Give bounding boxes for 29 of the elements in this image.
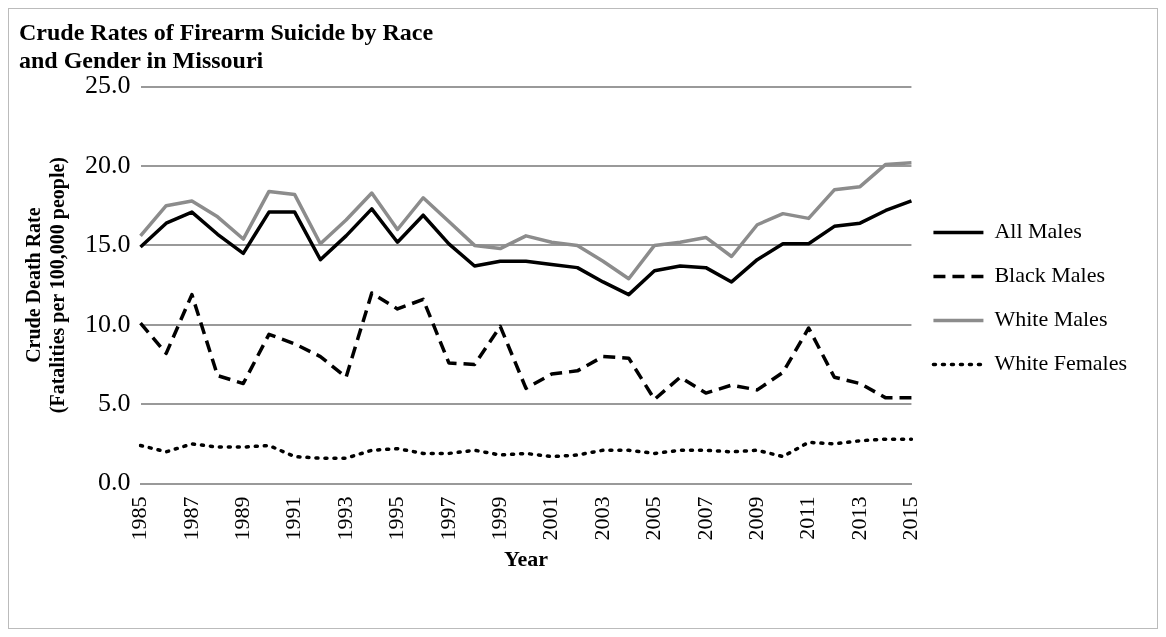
legend-label: All Males xyxy=(994,218,1082,244)
x-tick-label: 2013 xyxy=(845,496,871,541)
line-series xyxy=(138,291,914,402)
x-tick-label: 2003 xyxy=(588,496,614,541)
x-tick-label: 1987 xyxy=(177,496,203,541)
y-tick-label: 15.0 xyxy=(85,229,131,259)
y-tick-label: 5.0 xyxy=(98,388,131,418)
legend-label: White Females xyxy=(994,350,1128,376)
x-tick-label: 2011 xyxy=(794,496,820,540)
line-series xyxy=(138,437,914,460)
y-tick-label: 20.0 xyxy=(85,149,131,179)
x-tick-label: 1995 xyxy=(383,496,409,541)
legend-label: Black Males xyxy=(994,262,1106,288)
x-tick-label: 2005 xyxy=(640,496,666,541)
x-tick-label: 2007 xyxy=(691,496,717,541)
y-axis-title: Crude Death Rate (Fatalities per 100,000 people) xyxy=(22,156,70,414)
x-tick-label: 1999 xyxy=(486,496,512,541)
x-tick-label: 2009 xyxy=(743,496,769,541)
y-tick-label: 10.0 xyxy=(85,308,131,338)
x-tick-label: 1989 xyxy=(229,496,255,541)
x-tick-label: 2001 xyxy=(537,496,563,541)
x-axis-title: Year xyxy=(503,546,549,572)
x-tick-label: 1991 xyxy=(280,496,306,541)
x-tick-label: 1985 xyxy=(126,496,152,541)
y-tick-label: 0.0 xyxy=(98,467,131,497)
x-tick-label: 1993 xyxy=(331,496,357,541)
legend-label: White Males xyxy=(994,306,1108,332)
x-tick-label: 1997 xyxy=(434,496,460,541)
x-tick-label: 2015 xyxy=(897,496,923,541)
